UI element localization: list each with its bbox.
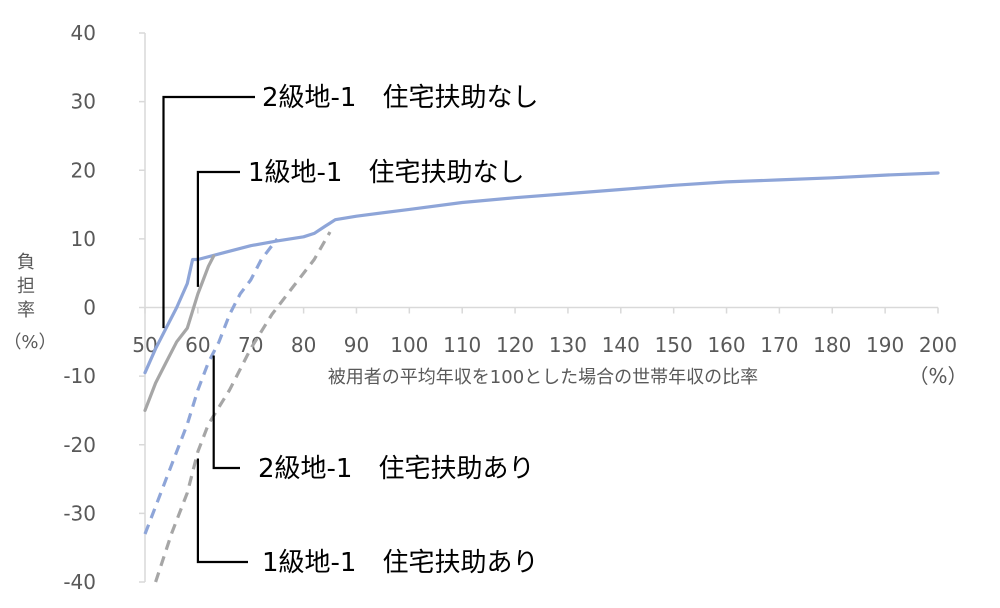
series-group: [143, 171, 940, 583]
x-tick-label: 90: [344, 333, 369, 357]
x-tick-label: 110: [443, 333, 481, 357]
y-tick-label: -20: [63, 433, 96, 457]
x-tick-label: 80: [291, 333, 316, 357]
y-label-char-2: 担: [17, 276, 35, 297]
y-label-char-1: 負: [17, 252, 35, 273]
annotation-leader-line: [196, 170, 240, 287]
annotation-label: 2級地-1 住宅扶助あり: [258, 454, 534, 484]
x-tick-label: 130: [549, 333, 587, 357]
x-tick-label: 170: [760, 333, 798, 357]
x-tick-label: 180: [813, 333, 851, 357]
x-tick-label: 140: [602, 333, 640, 357]
x-tick-label: 160: [707, 333, 745, 357]
y-tick-label: 40: [71, 21, 96, 45]
x-tick-label: 120: [496, 333, 534, 357]
y-tick-label: 0: [83, 296, 96, 320]
series-line-s-blue-solid: [143, 171, 940, 375]
series-line-s-gray-dashed: [154, 231, 332, 583]
y-axis-unit: （%）: [3, 332, 56, 353]
y-tick-label: -40: [63, 570, 96, 594]
annotation-leader-line: [162, 95, 255, 329]
x-axis-label: 被用者の平均年収を100とした場合の世帯年収の比率: [328, 367, 758, 388]
y-axis-label: 負 担 率 （%）: [3, 252, 56, 353]
x-tick-label: 190: [866, 333, 904, 357]
x-tick-label: 60: [185, 333, 210, 357]
y-tick-label: 30: [71, 90, 96, 114]
series-line-s-gray-solid: [143, 254, 216, 412]
annotation-label: 1級地-1 住宅扶助あり: [262, 548, 538, 578]
y-tick-label: 20: [71, 158, 96, 182]
annotation-label: 2級地-1 住宅扶助なし: [262, 83, 538, 113]
axes: [144, 33, 938, 582]
annotation-leader-line: [196, 458, 248, 564]
y-tick-label: 10: [71, 227, 96, 251]
x-tick-label: 200: [919, 333, 957, 357]
y-ticks: 40 30 20 10 0 -10 -20 -30 -40: [63, 21, 145, 594]
annotation-callouts: 2級地-1 住宅扶助なし 1級地-1 住宅扶助なし 2級地-1 住宅扶助あり 1級地-…: [162, 83, 538, 578]
y-tick-label: -30: [63, 501, 96, 525]
series-line-s-blue-dashed: [143, 237, 279, 535]
x-tick-label: 150: [655, 333, 693, 357]
annotation-label: 1級地-1 住宅扶助なし: [248, 158, 524, 188]
x-axis-unit: （%）: [908, 364, 967, 388]
y-tick-label: -10: [63, 364, 96, 388]
annotation-leader-line: [212, 355, 240, 470]
x-ticks: 50 60 70 80 90 100 110 120 130 140 150 160 170 180 190…: [132, 307, 957, 357]
y-label-char-3: 率: [17, 300, 35, 321]
x-tick-label: 100: [390, 333, 428, 357]
x-tick-label: 70: [238, 333, 263, 357]
